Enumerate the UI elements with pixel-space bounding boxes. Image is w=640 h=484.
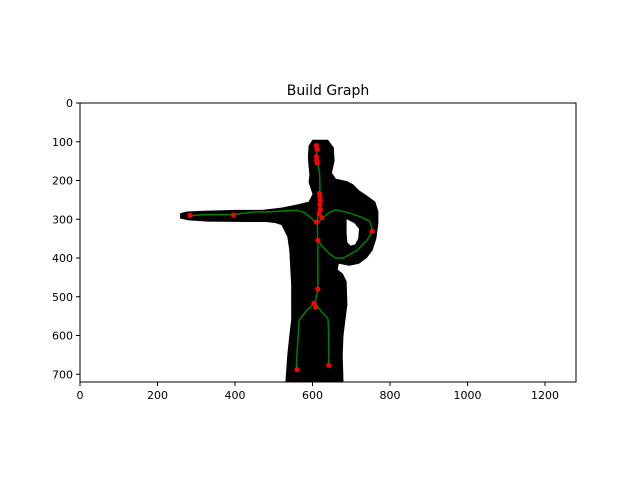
y-tick-label-700: 700 <box>52 368 73 381</box>
y-tick-label-600: 600 <box>52 330 73 343</box>
skeleton-edge-1 <box>190 209 318 225</box>
plot-area <box>180 139 379 382</box>
graph-node-15 <box>369 228 375 234</box>
x-tick-label-1000: 1000 <box>454 389 482 402</box>
graph-node-19 <box>313 304 319 310</box>
x-tick-label-600: 600 <box>302 389 323 402</box>
plot-content <box>180 139 379 382</box>
graph-node-1 <box>314 146 320 153</box>
graph-node-12 <box>313 219 319 225</box>
x-tick-label-0: 0 <box>77 389 84 402</box>
graph-node-0 <box>313 143 319 149</box>
y-tick-label-0: 0 <box>66 97 73 110</box>
graph-node-17 <box>315 286 321 292</box>
graph-node-16 <box>315 237 321 243</box>
graph-node-21 <box>326 362 332 368</box>
graph-node-2 <box>313 153 319 160</box>
graph-node-8 <box>317 201 323 208</box>
silhouette-mask <box>180 139 379 382</box>
chart-title: Build Graph <box>287 83 370 99</box>
skeleton-edge-5 <box>314 302 330 365</box>
y-tick-label-100: 100 <box>52 136 73 149</box>
graph-node-18 <box>311 300 317 306</box>
y-tick-label-200: 200 <box>52 175 73 188</box>
graph-node-9 <box>317 207 323 213</box>
x-tick-label-400: 400 <box>225 389 246 402</box>
graph-node-7 <box>317 198 323 204</box>
graph-node-13 <box>187 212 193 218</box>
axes: 0 200 400 600 800 1000 1200 0 100 200 300 400 500 600… <box>52 97 577 402</box>
graph-node-4 <box>314 160 320 166</box>
graph-node-11 <box>319 215 325 221</box>
y-tick-label-300: 300 <box>52 213 73 226</box>
x-tick-label-1200: 1200 <box>531 389 559 402</box>
y-tick-label-400: 400 <box>52 252 73 265</box>
x-tick-label-200: 200 <box>147 389 168 402</box>
skeleton-edge-4 <box>295 302 316 371</box>
x-tick-label-800: 800 <box>380 389 401 402</box>
graph-node-20 <box>294 367 300 373</box>
y-tick-label-500: 500 <box>52 291 73 304</box>
axes-frame <box>79 102 577 383</box>
graph-node-6 <box>317 194 323 200</box>
graph-node-10 <box>316 211 322 217</box>
graph-node-14 <box>230 212 237 218</box>
